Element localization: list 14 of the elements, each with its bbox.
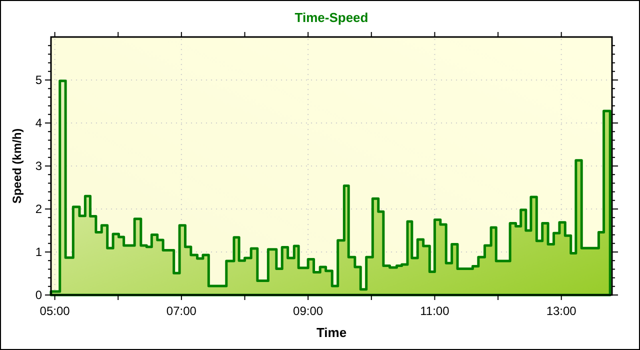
chart-title: Time-Speed	[294, 10, 368, 25]
x-tick-label: 11:00	[420, 304, 450, 318]
x-tick-label: 09:00	[293, 304, 324, 318]
y-tick-label: 4	[35, 116, 42, 130]
x-tick-label: 05:00	[40, 304, 70, 318]
y-tick-label: 0	[35, 288, 42, 302]
y-axis-title: Speed (km/h)	[10, 128, 24, 204]
x-tick-label: 13:00	[546, 304, 577, 318]
x-tick-label: 07:00	[166, 304, 197, 318]
y-tick-label: 3	[35, 159, 42, 174]
y-tick-label: 5	[35, 73, 42, 88]
x-axis-title: Time	[316, 325, 347, 340]
y-tick-label: 1	[35, 245, 42, 260]
y-tick-label: 2	[35, 202, 42, 216]
